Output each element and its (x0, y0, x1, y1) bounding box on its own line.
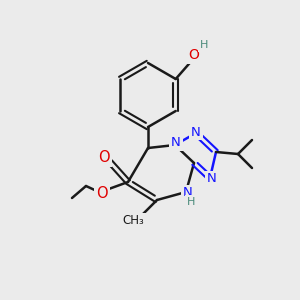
Text: O: O (98, 149, 110, 164)
Text: H: H (187, 197, 195, 207)
Text: H: H (200, 40, 208, 50)
Text: N: N (171, 136, 181, 149)
Text: N: N (191, 125, 201, 139)
Text: O: O (188, 48, 199, 62)
Text: N: N (183, 187, 193, 200)
Text: N: N (207, 172, 217, 185)
Text: CH₃: CH₃ (122, 214, 144, 227)
Text: O: O (96, 185, 108, 200)
